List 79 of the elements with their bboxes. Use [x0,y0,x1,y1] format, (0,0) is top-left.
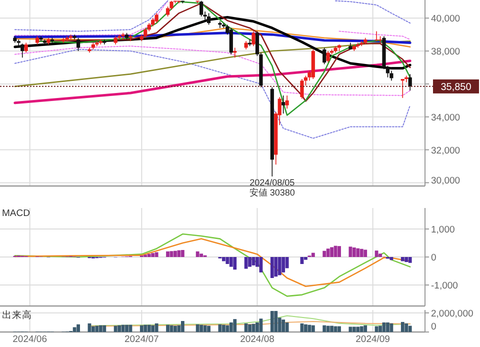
candlestick [285,95,289,110]
bar [248,257,252,267]
bar [180,250,184,257]
bar [360,248,364,257]
bar [378,254,382,257]
y-tick-label: -1,000 [431,280,458,292]
bar [304,257,308,260]
candlestick [200,0,204,17]
bar [285,257,289,268]
annotation: 安値 30380 [249,187,295,198]
bar [330,247,334,257]
bar [170,251,174,257]
line-series [14,233,411,297]
y-tick-label: 0 [431,252,436,264]
candlestick [408,74,412,91]
candlestick [326,50,330,63]
candlestick [121,32,125,40]
bar [322,250,326,257]
bar [147,254,151,257]
candlestick [322,47,326,65]
candlestick [252,30,256,46]
bar [348,246,352,257]
bar [200,254,204,257]
bar [278,257,282,276]
candlestick [154,12,158,24]
bar [226,257,230,264]
bar [356,248,360,257]
y-tick-label: 32,000 [431,145,460,156]
bar [151,253,155,257]
candlestick [206,12,211,26]
candlestick [300,78,304,100]
line-series [14,60,412,104]
bar [390,257,394,260]
candlestick [76,37,80,52]
bar [364,250,368,257]
y-tick-label: 1,000 [431,224,455,236]
x-tick-label: 2024/06 [12,334,47,345]
x-tick-label: 2024/09 [356,334,390,345]
bar [229,257,233,267]
y-tick-label: 2,000,000 [431,308,474,320]
bar [244,257,248,269]
candlestick [282,95,286,114]
candlestick [218,21,222,28]
candlestick [390,70,394,82]
x-tick-label: 2024/08 [240,334,274,345]
bar [274,257,278,277]
y-tick-label: 0 [431,322,436,332]
annotation: 2024/08/05 [250,177,295,188]
line-series [14,40,411,88]
y-tick-label: 30,000 [431,176,460,186]
candlestick [24,42,28,54]
chart-title: MACD [2,208,30,219]
bar [196,251,200,257]
ref-line-label: 35,850 [440,82,472,93]
bar [326,248,330,257]
bar [311,252,315,257]
y-tick-label: 40,000 [431,14,460,25]
bar [233,257,237,270]
bar [408,257,412,263]
candlestick [20,43,24,58]
bar [400,257,404,262]
candlestick [229,28,233,55]
y-tick-label: 34,000 [431,112,460,124]
candlestick [374,30,378,42]
bar [174,250,177,257]
bar [154,252,158,257]
chart-title: 出来高 [2,309,32,321]
x-tick-label: 2024/07 [124,334,159,345]
bar [282,257,286,272]
bar [338,246,341,257]
bar [177,250,181,257]
line-series [14,238,411,288]
y-tick-label: 38,000 [431,46,460,58]
bar [352,247,356,257]
bar [404,257,408,262]
line-series [14,48,411,139]
bar [166,251,170,257]
bar [222,257,226,262]
bar [270,257,274,278]
